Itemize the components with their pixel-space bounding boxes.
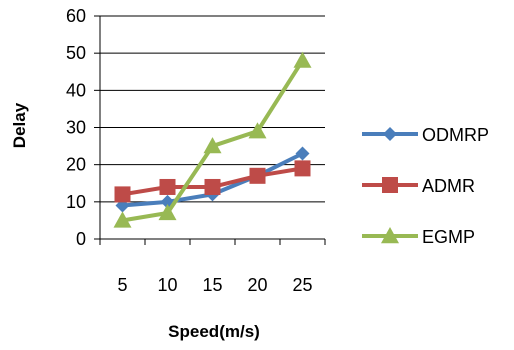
- data-point: [204, 178, 221, 195]
- data-point: [294, 160, 311, 177]
- data-point: [295, 146, 310, 161]
- axes: [99, 16, 326, 245]
- data-point: [113, 211, 132, 228]
- data-point: [158, 203, 177, 221]
- y-tick-label: 20: [66, 155, 86, 175]
- x-tick-label: 25: [292, 275, 312, 295]
- data-point: [159, 178, 176, 195]
- data-point: [203, 137, 222, 154]
- series-egmp: [113, 51, 312, 228]
- y-tick-labels: 0 10 20 30 40 50 60: [66, 6, 86, 249]
- x-tick-label: 5: [117, 275, 127, 295]
- legend-item-odmrp: ODMRP: [362, 125, 489, 145]
- series-admr: [114, 160, 311, 203]
- legend: ODMRP ADMR EGMP: [362, 125, 489, 247]
- legend-item-egmp: EGMP: [362, 227, 475, 247]
- x-axis-label: Speed(m/s): [168, 322, 260, 341]
- data-point: [248, 122, 267, 139]
- legend-label: ADMR: [422, 176, 475, 196]
- data-point: [249, 167, 266, 184]
- y-tick-label: 10: [66, 192, 86, 212]
- y-axis-label: Delay: [10, 102, 29, 148]
- series-group: [113, 51, 312, 228]
- legend-label: EGMP: [422, 227, 475, 247]
- x-tick-label: 10: [157, 275, 177, 295]
- gridlines: [94, 15, 325, 240]
- legend-label: ODMRP: [422, 125, 489, 145]
- data-point: [114, 186, 131, 203]
- x-tick-label: 20: [247, 275, 267, 295]
- data-point: [293, 51, 312, 68]
- y-tick-label: 30: [66, 118, 86, 138]
- y-tick-label: 60: [66, 6, 86, 26]
- x-tick-labels: 5 10 15 20 25: [117, 275, 312, 295]
- legend-marker: [381, 227, 399, 244]
- x-tick-label: 15: [202, 275, 222, 295]
- y-tick-label: 40: [66, 80, 86, 100]
- y-tick-label: 0: [76, 229, 86, 249]
- y-tick-label: 50: [66, 43, 86, 63]
- legend-marker: [383, 127, 397, 141]
- legend-marker: [382, 177, 398, 193]
- legend-item-admr: ADMR: [362, 176, 475, 196]
